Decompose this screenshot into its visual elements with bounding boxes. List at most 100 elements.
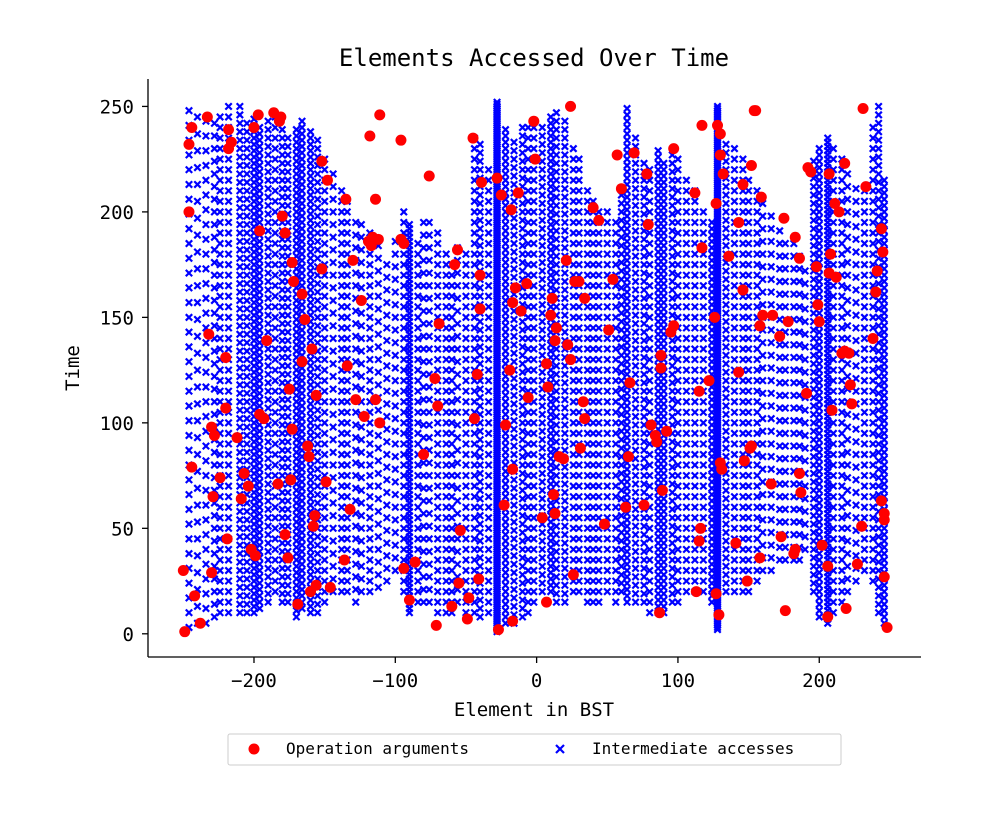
operation-argument-point (347, 254, 359, 266)
operation-argument-point (296, 356, 308, 368)
intermediate-access-point (216, 302, 225, 311)
intermediate-access-point (235, 229, 244, 237)
intermediate-access-point (242, 397, 251, 406)
operation-argument-point (231, 432, 243, 444)
operation-argument-point (309, 510, 321, 522)
intermediate-access-point (216, 418, 225, 427)
intermediate-access-point (216, 292, 225, 301)
intermediate-access-point (193, 163, 202, 172)
intermediate-access-point (224, 165, 233, 174)
intermediate-access-point (185, 342, 193, 351)
intermediate-access-point (216, 566, 225, 575)
intermediate-access-point (242, 574, 251, 583)
operation-argument-point (324, 581, 336, 593)
intermediate-access-point (224, 207, 233, 216)
intermediate-access-point (235, 397, 244, 406)
intermediate-access-point (201, 131, 210, 140)
intermediate-access-point (210, 157, 219, 166)
intermediate-access-point (235, 161, 244, 170)
intermediate-access-point (235, 313, 244, 322)
intermediate-access-point (224, 229, 233, 237)
intermediate-access-point (193, 112, 202, 121)
operation-argument-point (249, 550, 261, 562)
intermediate-access-point (216, 439, 225, 448)
intermediate-access-point (210, 448, 219, 457)
intermediate-access-point (235, 321, 244, 330)
intermediate-access-point (224, 587, 233, 596)
operation-argument-point (276, 210, 288, 222)
intermediate-access-point (242, 591, 251, 600)
intermediate-access-point (224, 471, 233, 480)
intermediate-access-point (216, 503, 225, 512)
intermediate-access-point (193, 264, 202, 273)
intermediate-access-point (224, 387, 233, 396)
intermediate-access-point (201, 205, 210, 214)
intermediate-access-point (185, 490, 193, 499)
operation-argument-point (316, 263, 328, 275)
intermediate-access-point (210, 283, 219, 292)
operation-argument-point (258, 413, 270, 425)
intermediate-access-point (224, 492, 233, 501)
operation-argument-point (355, 294, 367, 306)
intermediate-access-point (185, 446, 193, 455)
intermediate-access-point (201, 456, 210, 465)
operation-argument-point (242, 480, 254, 492)
operation-argument-point (282, 552, 294, 564)
intermediate-access-point (242, 600, 251, 609)
intermediate-access-point (185, 283, 193, 292)
intermediate-access-point (224, 302, 233, 311)
intermediate-access-point (193, 315, 202, 324)
intermediate-access-point (235, 482, 244, 491)
operation-argument-point (206, 567, 218, 579)
intermediate-access-point (235, 566, 244, 575)
operation-argument-point (220, 402, 232, 414)
intermediate-access-point (201, 560, 210, 569)
intermediate-access-point (235, 347, 244, 356)
intermediate-access-point (201, 471, 210, 480)
intermediate-access-point (235, 169, 244, 178)
intermediate-access-point (185, 195, 193, 204)
intermediate-access-point (216, 218, 225, 227)
intermediate-access-point (224, 260, 233, 269)
intermediate-access-point (201, 338, 210, 347)
intermediate-access-point (235, 541, 244, 550)
intermediate-access-point (235, 608, 244, 617)
intermediate-access-point (185, 387, 193, 396)
operation-argument-point (288, 276, 300, 288)
intermediate-access-point (201, 604, 210, 613)
intermediate-access-point (201, 235, 210, 244)
intermediate-access-point (224, 239, 233, 248)
operation-argument-point (203, 328, 215, 340)
intermediate-access-point (185, 298, 193, 307)
intermediate-access-point (193, 399, 202, 408)
intermediate-access-point (235, 304, 244, 313)
intermediate-access-point (216, 313, 225, 322)
intermediate-access-point (235, 338, 244, 347)
intermediate-access-point (235, 186, 244, 195)
operation-argument-point (340, 193, 352, 205)
intermediate-access-point (224, 513, 233, 522)
intermediate-access-point (224, 482, 233, 491)
intermediate-access-point (193, 568, 202, 577)
intermediate-access-point (235, 600, 244, 609)
intermediate-access-point (185, 313, 193, 322)
intermediate-access-point (235, 423, 244, 432)
intermediate-access-point (193, 383, 202, 391)
intermediate-access-point (216, 155, 225, 164)
intermediate-access-point (242, 431, 251, 440)
intermediate-access-point (216, 555, 225, 564)
operation-argument-point (320, 476, 332, 488)
operation-argument-point (177, 565, 189, 577)
intermediate-access-point (210, 347, 219, 356)
intermediate-access-point (242, 515, 251, 524)
intermediate-access-point (201, 309, 210, 318)
operation-argument-point (183, 206, 195, 218)
operation-argument-point (306, 343, 318, 355)
intermediate-access-point (216, 587, 225, 596)
intermediate-access-point (201, 161, 210, 170)
intermediate-access-point (224, 323, 233, 332)
intermediate-access-point (201, 368, 210, 377)
operation-argument-point (235, 493, 247, 505)
operation-argument-point (214, 472, 226, 484)
intermediate-access-point (193, 146, 202, 155)
